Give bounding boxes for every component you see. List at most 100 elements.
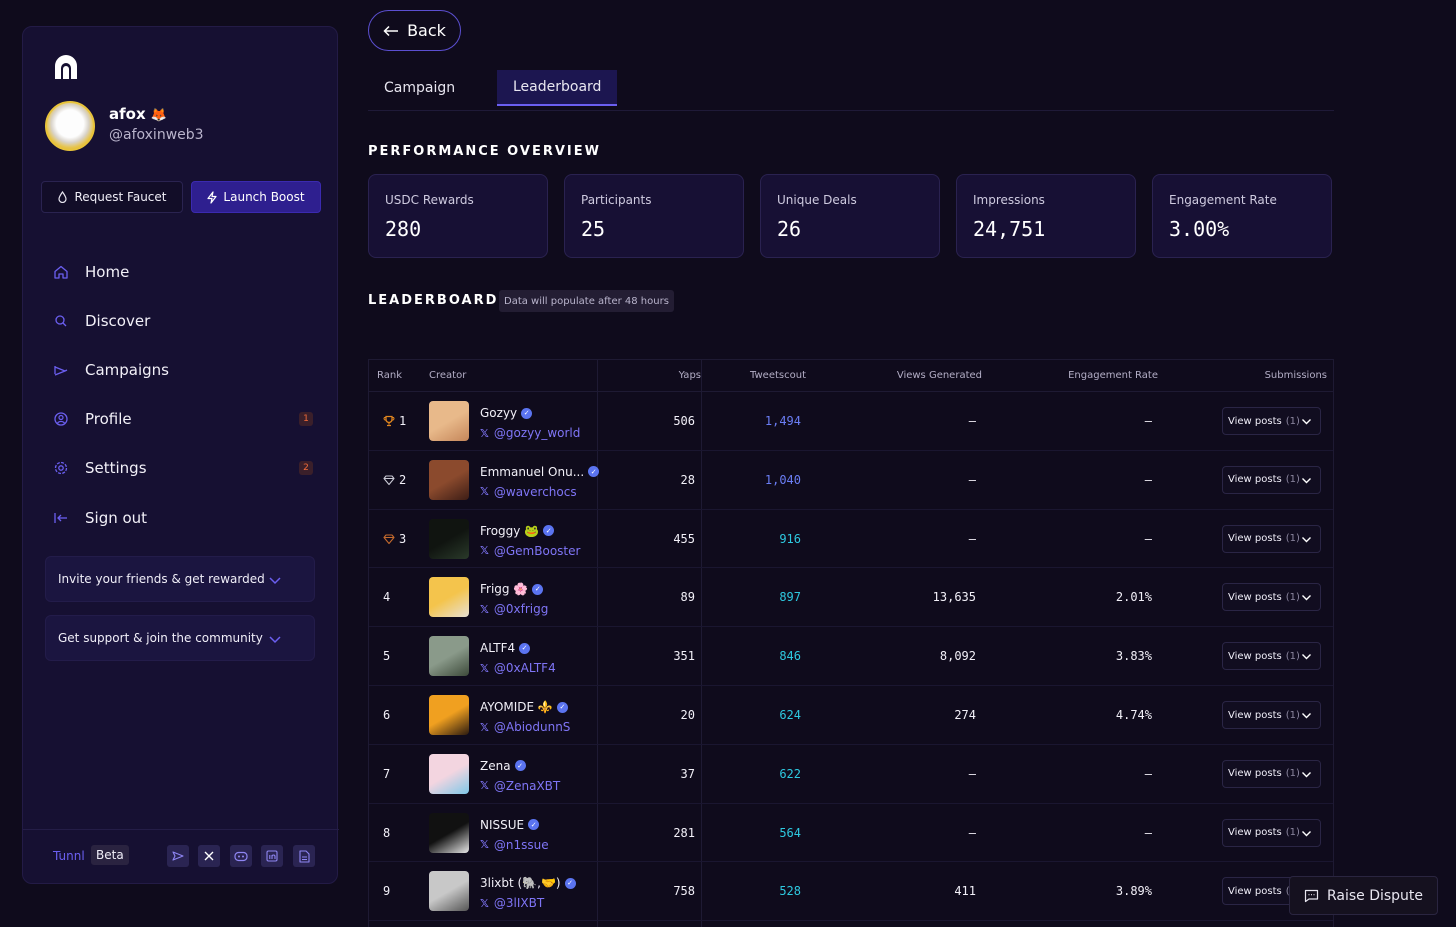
tunnl-logo-icon[interactable] xyxy=(53,55,79,81)
creator-handle[interactable]: 𝕏 @ZenaXBT xyxy=(480,778,561,793)
tab-leaderboard[interactable]: Leaderboard xyxy=(497,70,618,106)
yaps-cell: 20 xyxy=(680,708,695,722)
user-handle: @afoxinweb3 xyxy=(109,127,204,143)
view-posts-button[interactable]: View posts(1) xyxy=(1222,524,1321,553)
avatar[interactable] xyxy=(45,101,95,151)
creator-avatar[interactable] xyxy=(429,577,469,618)
chevron-down-icon xyxy=(269,636,281,644)
x-icon[interactable] xyxy=(198,845,220,867)
creator-name[interactable]: Froggy 🐸 ✓ xyxy=(480,524,555,538)
table-row: 7 Zena ✓ 𝕏 @ZenaXBT 37 622 – – View posts (1) xyxy=(369,745,1333,804)
column-header-views[interactable]: Views Generated xyxy=(896,370,982,381)
raise-dispute-button[interactable]: Raise Dispute xyxy=(1289,876,1438,915)
megaphone-icon xyxy=(53,362,69,378)
back-button[interactable]: Back xyxy=(368,10,461,51)
creator-avatar[interactable] xyxy=(429,401,469,441)
stat-card: Impressions 24,751 xyxy=(956,174,1136,258)
creator-handle[interactable]: 𝕏 @0xALTF4 xyxy=(480,661,556,676)
column-header-creator[interactable]: Creator xyxy=(429,370,467,381)
view-posts-button[interactable]: View posts(1) xyxy=(1222,465,1321,494)
chat-bubble-icon xyxy=(1304,889,1319,902)
sidebar-item-sign-out[interactable]: Sign out xyxy=(53,493,323,542)
creator-name[interactable]: Gozyy ✓ xyxy=(480,406,533,420)
creator-avatar[interactable] xyxy=(429,871,469,912)
views-cell: – xyxy=(968,825,976,840)
docs-icon[interactable] xyxy=(293,845,315,867)
view-posts-button[interactable]: View posts(1) xyxy=(1222,642,1321,671)
sidebar-item-profile[interactable]: Profile 1 xyxy=(53,395,323,444)
table-row: 6 AYOMIDE ⚜️ ✓ 𝕏 @AbiodunnS 20 624 274 4.74% View… xyxy=(369,686,1333,745)
telegram-icon[interactable] xyxy=(167,845,189,867)
support-community-accordion[interactable]: Get support & join the community xyxy=(45,615,315,661)
creator-handle[interactable]: 𝕏 @waverchocs xyxy=(480,484,577,499)
creator-avatar[interactable] xyxy=(429,459,469,500)
creator-handle[interactable]: 𝕏 @3lIXBT xyxy=(480,896,545,911)
creator-avatar[interactable] xyxy=(429,636,469,677)
yaps-cell: 37 xyxy=(680,766,695,781)
creator-avatar[interactable] xyxy=(429,695,469,735)
tab-bar: Campaign Leaderboard xyxy=(368,70,1334,111)
linkedin-icon[interactable] xyxy=(261,845,283,867)
creator-name[interactable]: 3lixbt (🐘,🤝) ✓ xyxy=(480,876,576,890)
views-cell: 411 xyxy=(954,884,976,899)
views-cell: – xyxy=(968,766,976,781)
yaps-cell: 351 xyxy=(673,649,695,664)
engagement-cell: – xyxy=(1144,414,1152,428)
view-posts-button[interactable]: View posts(1) xyxy=(1222,818,1321,847)
column-header-engagement[interactable]: Engagement Rate xyxy=(1068,370,1158,381)
tweetscout-cell: 1,494 xyxy=(764,414,801,428)
table-row: 5 ALTF4 ✓ 𝕏 @0xALTF4 351 846 8,092 3.83% View pos… xyxy=(369,627,1333,686)
sidebar-item-campaigns[interactable]: Campaigns xyxy=(53,345,323,394)
views-cell: – xyxy=(968,414,976,428)
creator-name[interactable]: ALTF4 ✓ xyxy=(480,641,531,655)
chevron-down-icon xyxy=(1302,477,1311,484)
user-name: afox 🦊 xyxy=(109,105,168,123)
view-posts-button[interactable]: View posts(1) xyxy=(1222,701,1321,729)
tweetscout-cell: 564 xyxy=(779,825,801,840)
chevron-down-icon xyxy=(1302,654,1311,660)
sidebar-item-home[interactable]: Home xyxy=(53,247,323,296)
verified-badge-icon: ✓ xyxy=(528,819,540,831)
view-posts-button[interactable]: View posts(1) xyxy=(1222,759,1321,788)
sidebar-item-settings[interactable]: Settings 2 xyxy=(53,444,323,493)
search-icon xyxy=(53,313,69,329)
engagement-cell: 2.01% xyxy=(1115,590,1152,605)
creator-avatar[interactable] xyxy=(429,753,469,794)
invite-friends-accordion[interactable]: Invite your friends & get rewarded xyxy=(45,556,315,602)
droplet-icon xyxy=(58,191,68,203)
column-header-submissions[interactable]: Submissions xyxy=(1264,370,1327,381)
creator-avatar[interactable] xyxy=(429,518,469,559)
chevron-down-icon xyxy=(1302,595,1311,601)
view-posts-button[interactable]: View posts(1) xyxy=(1222,407,1321,435)
engagement-cell: 3.89% xyxy=(1115,884,1152,899)
creator-handle[interactable]: 𝕏 @n1ssue xyxy=(480,837,549,852)
stat-card: USDC Rewards 280 xyxy=(368,174,548,258)
creator-handle[interactable]: 𝕏 @GemBooster xyxy=(480,543,581,558)
x-icon: 𝕏 xyxy=(480,426,489,440)
view-posts-button[interactable]: View posts(1) xyxy=(1222,583,1321,612)
tab-campaign[interactable]: Campaign xyxy=(384,80,456,96)
request-faucet-button[interactable]: Request Faucet xyxy=(41,181,183,213)
creator-handle[interactable]: 𝕏 @0xfrigg xyxy=(480,602,549,617)
launch-boost-button[interactable]: Launch Boost xyxy=(191,181,321,213)
creator-avatar[interactable] xyxy=(429,812,469,853)
creator-handle[interactable]: 𝕏 @AbiodunnS xyxy=(480,720,571,734)
discord-icon[interactable] xyxy=(230,845,252,867)
creator-name[interactable]: NISSUE ✓ xyxy=(480,818,540,832)
creator-name[interactable]: Frigg 🌸 ✓ xyxy=(480,582,544,596)
column-header-yaps[interactable]: Yaps xyxy=(678,370,701,381)
creator-name[interactable]: Zena ✓ xyxy=(480,759,526,773)
creator-name[interactable]: Emmanuel Onu... ✓ xyxy=(480,465,600,479)
sidebar-item-discover[interactable]: Discover xyxy=(53,296,323,345)
creator-name[interactable]: AYOMIDE ⚜️ ✓ xyxy=(480,700,568,714)
chevron-down-icon xyxy=(269,577,281,585)
table-row: 8 NISSUE ✓ 𝕏 @n1ssue 281 564 – – View posts (1) xyxy=(369,804,1333,863)
table-header: Rank Creator Yaps Tweetscout Views Gener… xyxy=(369,360,1333,392)
engagement-cell: 4.74% xyxy=(1115,708,1152,722)
stat-card: Unique Deals 26 xyxy=(760,174,940,258)
column-header-rank[interactable]: Rank xyxy=(377,370,402,381)
table-row: 4 Frigg 🌸 ✓ 𝕏 @0xfrigg 89 897 13,635 2.01% View p… xyxy=(369,568,1333,628)
column-header-tweetscout[interactable]: Tweetscout xyxy=(750,370,806,381)
creator-handle[interactable]: 𝕏 @gozyy_world xyxy=(480,426,581,440)
rank-cell: 4 xyxy=(383,590,391,605)
